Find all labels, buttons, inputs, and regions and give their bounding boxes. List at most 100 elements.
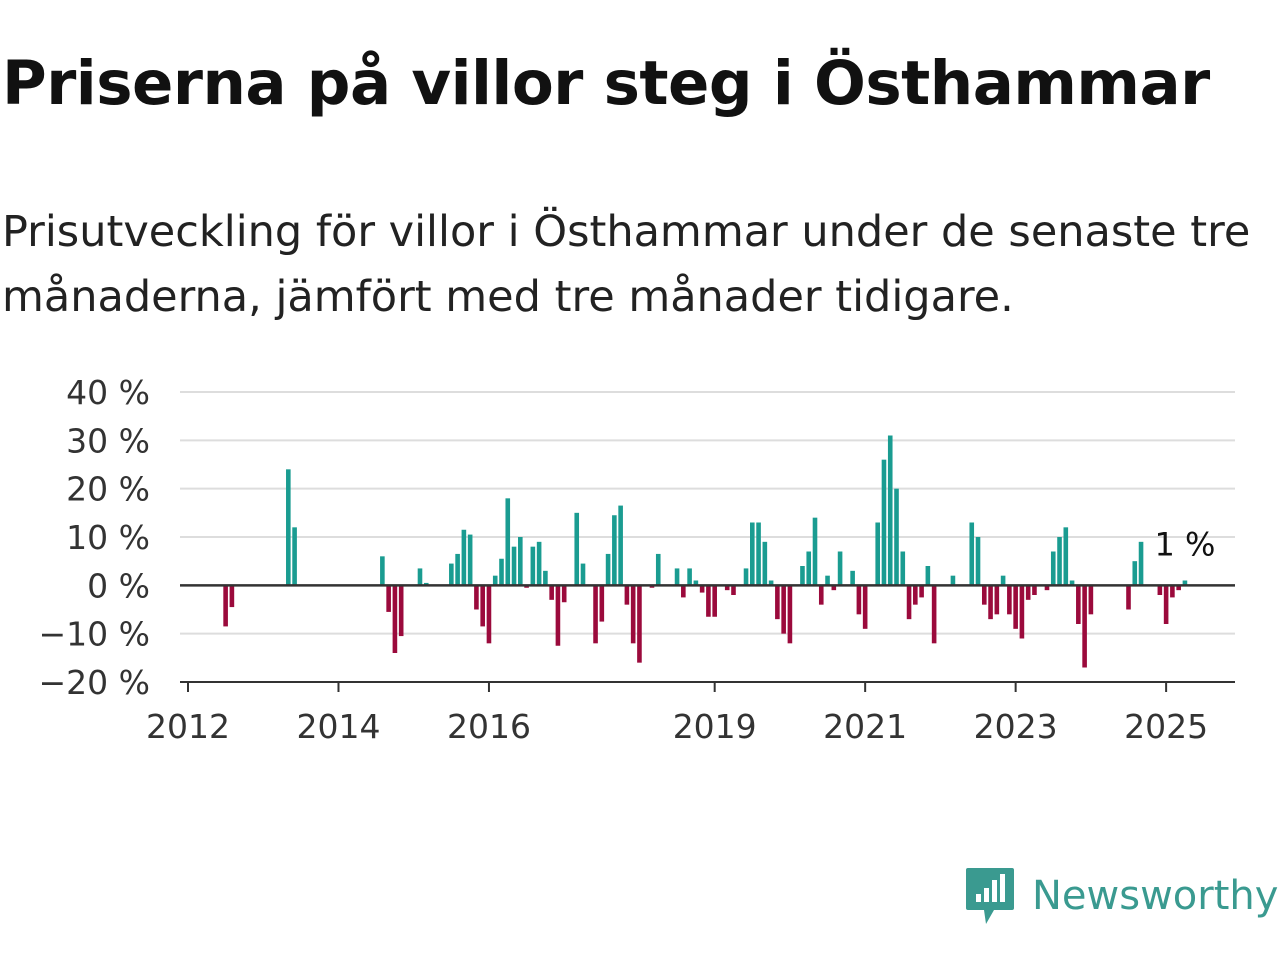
bar <box>925 566 931 586</box>
x-tick-label: 2016 <box>447 707 531 746</box>
bar <box>229 585 235 608</box>
bar <box>1013 585 1018 629</box>
bar <box>712 585 717 617</box>
brand-logo: Newsworthy <box>964 864 1278 928</box>
bar <box>743 568 749 586</box>
bar <box>286 469 291 586</box>
x-tick-label: 2021 <box>823 707 907 746</box>
bar <box>1182 580 1188 586</box>
bar <box>1044 585 1050 591</box>
bar <box>1176 585 1181 591</box>
bar <box>1082 585 1087 668</box>
bar <box>825 575 830 586</box>
bar <box>1132 561 1138 586</box>
bar <box>906 585 912 620</box>
bar <box>536 541 542 586</box>
bar <box>1007 585 1012 615</box>
bar <box>612 515 617 586</box>
bar <box>1126 585 1131 610</box>
bar <box>1025 585 1031 600</box>
bar <box>574 512 580 586</box>
x-tick-label: 2014 <box>296 707 380 746</box>
bar <box>392 585 398 653</box>
bar <box>599 585 605 622</box>
bar <box>913 585 918 605</box>
bar <box>724 585 730 591</box>
bar <box>881 459 887 586</box>
bar <box>818 585 824 605</box>
bar <box>486 585 492 644</box>
bar <box>1076 585 1081 624</box>
bar <box>831 585 837 591</box>
bar <box>511 546 517 586</box>
bar <box>543 570 548 586</box>
bar <box>837 551 843 586</box>
bar <box>492 575 498 586</box>
bar <box>681 585 686 598</box>
bar <box>618 505 623 586</box>
bar <box>380 556 385 586</box>
bar <box>687 568 692 586</box>
bar <box>969 522 975 586</box>
x-tick-label: 2019 <box>673 707 757 746</box>
x-tick-label: 2023 <box>974 707 1058 746</box>
bar <box>812 517 818 586</box>
bar-chart: 40 % 30 % 20 % 10 % 0 % −10 % −20 % 2012 2014 201… <box>39 373 1235 746</box>
x-tick-label: 2012 <box>146 707 230 746</box>
y-tick-label: −10 % <box>39 615 151 654</box>
bar <box>1069 580 1075 586</box>
y-tick-label: 30 % <box>66 421 150 460</box>
bar <box>518 537 523 586</box>
bar <box>467 534 473 586</box>
bar <box>856 585 862 615</box>
bar <box>655 553 661 586</box>
bar <box>988 585 993 620</box>
y-tick-label: 40 % <box>66 373 150 412</box>
newsworthy-logo-icon <box>966 868 1014 924</box>
y-tick-label: −20 % <box>39 663 151 702</box>
chart-labels: 40 % 30 % 20 % 10 % 0 % −10 % −20 % 2012 2014 201… <box>39 373 1216 746</box>
bar <box>1019 585 1025 639</box>
bar <box>630 585 636 644</box>
bar <box>580 563 586 586</box>
bar <box>731 585 736 595</box>
chart-title: Priserna på villor steg i Östhammar <box>2 48 1210 119</box>
bar <box>674 568 680 586</box>
bar <box>781 585 786 634</box>
chart-axes <box>180 584 1235 692</box>
bar <box>775 585 780 620</box>
bar <box>555 585 561 646</box>
bar <box>806 551 812 586</box>
bar <box>994 585 1000 615</box>
bar <box>637 585 642 663</box>
bar <box>292 527 297 586</box>
bar <box>474 585 479 610</box>
bar <box>1032 585 1037 595</box>
bar <box>223 585 228 627</box>
bar <box>862 585 868 629</box>
bar <box>561 585 567 603</box>
bar <box>398 585 404 637</box>
bar <box>417 568 423 586</box>
bar <box>530 546 536 586</box>
grid-lines <box>180 391 1235 683</box>
bar <box>1157 585 1163 595</box>
bar <box>1057 537 1062 586</box>
bar <box>1170 585 1175 598</box>
bar <box>887 435 893 586</box>
bar <box>549 585 554 600</box>
brand-name: Newsworthy <box>1032 873 1279 919</box>
bar <box>1138 541 1144 586</box>
bar <box>706 585 711 617</box>
bar <box>800 566 805 586</box>
bar <box>699 585 705 593</box>
bar <box>931 585 937 644</box>
bar <box>894 488 899 586</box>
bar <box>1163 585 1169 624</box>
bar <box>386 585 391 612</box>
bar <box>850 570 855 586</box>
y-tick-label: 10 % <box>66 518 150 557</box>
bar <box>461 529 467 586</box>
bar <box>875 522 880 586</box>
bar <box>756 522 761 586</box>
